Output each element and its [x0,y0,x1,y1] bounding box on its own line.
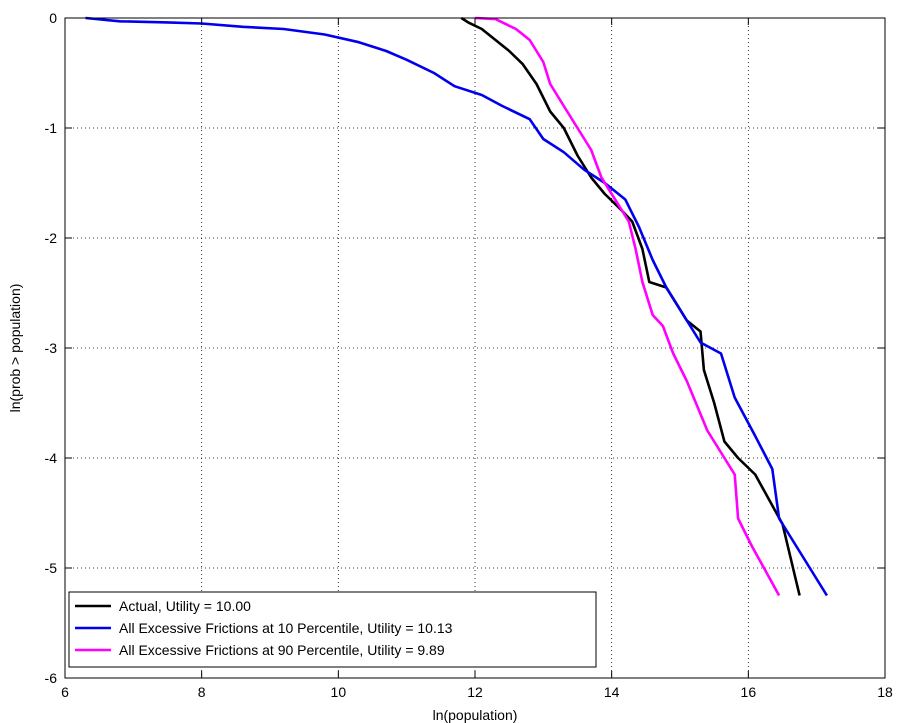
x-tick-label: 14 [604,684,620,700]
legend-label: All Excessive Frictions at 90 Percentile… [119,642,445,658]
axis-ticks: 6 8 10 12 14 16 18 0 -1 -2 -3 -4 -5 -6 [45,10,893,700]
y-tick-label: -3 [45,340,58,356]
series-line [460,16,801,596]
x-tick-label: 18 [877,684,893,700]
x-tick-label: 10 [331,684,347,700]
x-axis-title: ln(population) [433,707,518,723]
y-tick-label: -4 [45,450,58,466]
x-tick-label: 8 [198,684,206,700]
legend-label: All Excessive Frictions at 10 Percentile… [119,620,453,636]
series-lines [85,16,829,597]
x-tick-label: 6 [61,684,69,700]
y-tick-label: -2 [45,230,58,246]
y-tick-label: -1 [45,120,58,136]
x-tick-label: 12 [467,684,483,700]
series-line [474,16,781,597]
legend: Actual, Utility = 10.00 All Excessive Fri… [68,591,597,668]
legend-label: Actual, Utility = 10.00 [119,598,251,614]
grid-lines [65,18,885,678]
series-line [85,16,829,597]
y-tick-label: -5 [45,560,58,576]
y-tick-label: -6 [45,670,58,686]
y-tick-label: 0 [49,10,57,26]
y-axis-title: ln(prob > population) [7,284,23,413]
legend-box [68,591,597,668]
x-tick-label: 16 [741,684,757,700]
